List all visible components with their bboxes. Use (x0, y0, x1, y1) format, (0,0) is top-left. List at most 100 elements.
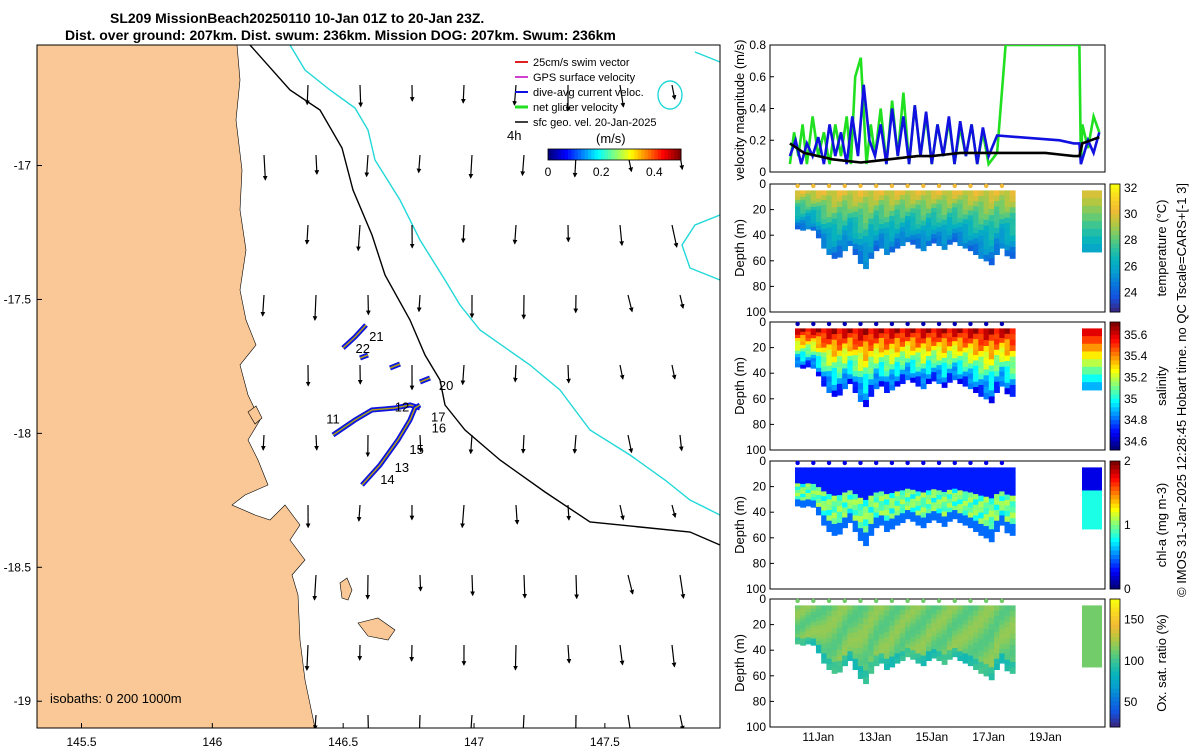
section-cell (1009, 379, 1016, 386)
section-cell (915, 610, 922, 616)
legend-geo: sfc geo. vel. 20-Jan-2025 (533, 117, 657, 129)
section-cell (936, 332, 943, 339)
section-cell (863, 644, 869, 652)
section-cell (994, 227, 1000, 234)
section-cell (805, 225, 812, 230)
section-ylabel: Depth (m) (732, 634, 747, 692)
section-cell (1082, 651, 1102, 660)
section-cell (884, 648, 890, 654)
section-cell (925, 609, 932, 616)
colorbar-cell (561, 149, 566, 160)
section-cell (967, 210, 974, 217)
section-cell (1009, 235, 1016, 242)
geo-vector (468, 434, 474, 455)
section-cell (795, 611, 801, 616)
section-cell (815, 328, 822, 333)
section-cell (852, 339, 859, 345)
geo-vector (468, 154, 474, 179)
section-cell (962, 228, 969, 235)
section-colorbar-cell (1110, 688, 1120, 694)
section-cell (962, 224, 969, 230)
section-cell (978, 473, 985, 480)
colorbar-cell (577, 149, 582, 160)
section-cell (805, 627, 812, 632)
section-cell (795, 615, 801, 619)
section-cell (936, 646, 943, 652)
section-cell (983, 502, 990, 510)
section-cell (915, 491, 922, 497)
colorbar-cell (571, 149, 576, 160)
section-cell (1009, 373, 1016, 380)
section-cell (931, 636, 938, 641)
section-cell (831, 246, 838, 254)
section-cell (873, 240, 880, 247)
section-cell (962, 619, 969, 626)
section-cell (810, 493, 817, 498)
section-cell (978, 484, 985, 491)
section-cell (978, 506, 985, 514)
map-y-tick-label: -18.5 (4, 560, 32, 574)
section-cell (973, 510, 979, 516)
section-cell (994, 376, 1000, 383)
section-cell (905, 475, 911, 481)
section-colorbar-cell (1110, 550, 1120, 556)
section-cell (826, 387, 833, 393)
section-cell (962, 376, 969, 382)
section-cell (967, 605, 974, 612)
section-cell (826, 472, 833, 479)
section-y-tick-label: 60 (753, 531, 767, 545)
section-cell (852, 610, 859, 617)
section-cell (973, 621, 979, 628)
swim-track (359, 354, 369, 359)
section-colorbar-cell (1110, 286, 1120, 292)
surface-dot (936, 598, 942, 604)
section-cell (899, 476, 906, 482)
section-cell (967, 240, 974, 247)
section-cell (988, 371, 995, 379)
section-colorbar-cell (1110, 516, 1120, 522)
section-cell (1082, 498, 1102, 507)
section-cell (868, 628, 875, 635)
section-cell (931, 489, 938, 495)
section-cell (810, 351, 817, 356)
section-cell (931, 234, 938, 240)
section-cell (946, 645, 953, 651)
colorbar-cell (677, 149, 682, 160)
section-cell (915, 619, 922, 626)
section-cell (810, 490, 817, 495)
section-cell (952, 480, 958, 486)
section-cell (931, 359, 938, 364)
section-colorbar-cell (1110, 303, 1120, 309)
section-cell (884, 664, 890, 670)
section-cell (999, 209, 1006, 215)
section-cell (868, 379, 875, 386)
section-cell (884, 227, 890, 234)
section-cell (826, 499, 833, 506)
section-colorbar-cell (1110, 718, 1120, 724)
section-cell (815, 218, 822, 223)
section-cell (988, 239, 995, 247)
section-cell (800, 483, 807, 488)
section-cell (910, 471, 917, 477)
section-cell (925, 240, 932, 247)
section-cell (868, 190, 875, 197)
section-cell (857, 239, 864, 246)
colorbar-cell (551, 149, 556, 160)
section-colorbar-cell (1110, 290, 1120, 296)
section-cell (894, 496, 901, 502)
section-cell (910, 632, 917, 638)
section-cell (952, 643, 958, 649)
section-cell (925, 199, 932, 205)
section-cell (836, 328, 843, 335)
section-cell (873, 338, 880, 345)
section-cell (931, 609, 938, 615)
section-cell (842, 477, 848, 484)
section-cell (873, 507, 880, 514)
geo-vector (619, 504, 625, 521)
section-cell (821, 342, 828, 349)
section-cell (962, 510, 969, 516)
section-cell (889, 221, 896, 227)
section-cell (936, 609, 943, 616)
section-cell (936, 365, 943, 371)
